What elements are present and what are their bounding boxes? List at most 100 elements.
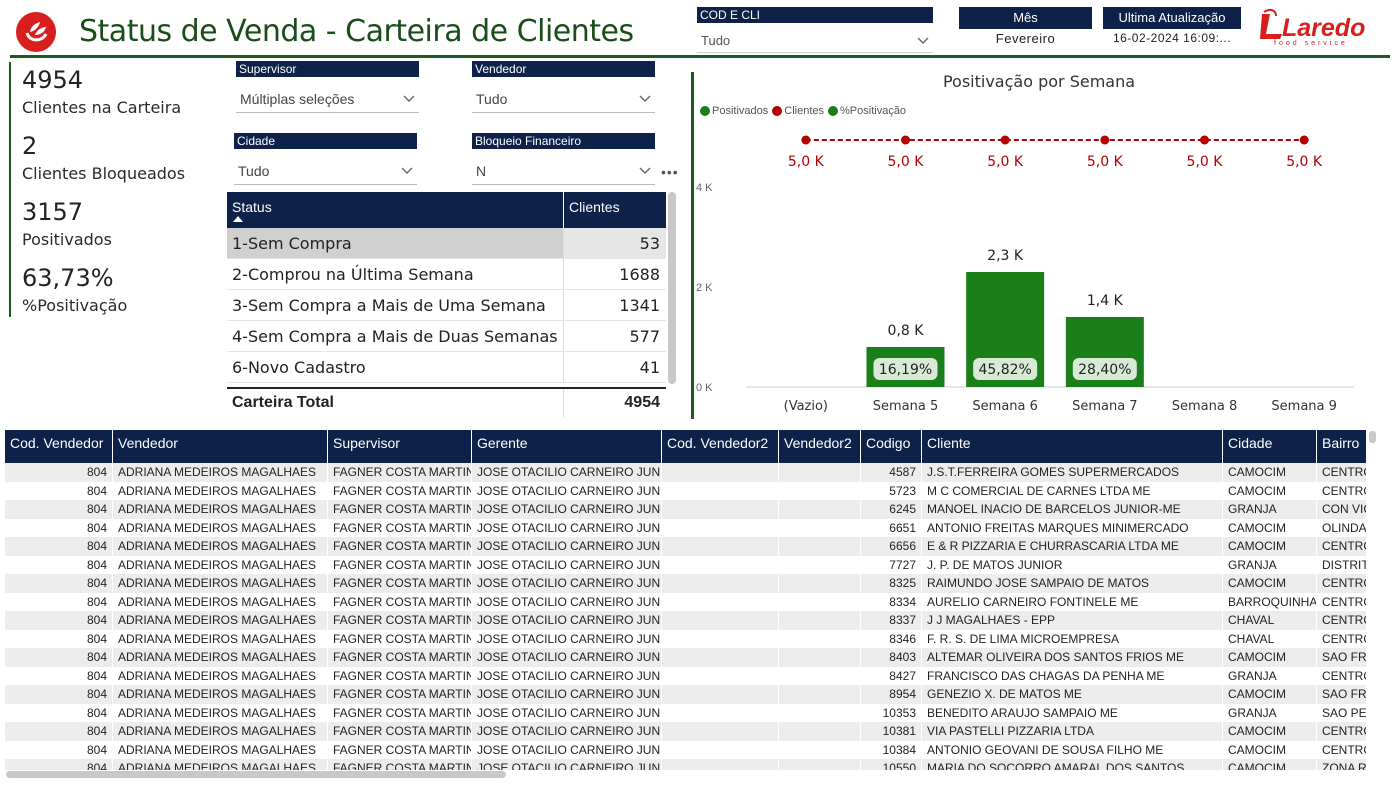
- table-row[interactable]: 804 ADRIANA MEDEIROS MAGALHAES FAGNER COST…: [5, 500, 1367, 519]
- grid-vertical-scrollbar[interactable]: [1369, 431, 1376, 443]
- supervisor-filter[interactable]: Supervisor Múltiplas seleções: [236, 61, 419, 113]
- status-row[interactable]: 3-Sem Compra a Mais de Uma Semana 1341: [227, 290, 666, 321]
- more-options-icon[interactable]: •••: [661, 164, 679, 180]
- grid-cell: [779, 703, 861, 722]
- table-row[interactable]: 804 ADRIANA MEDEIROS MAGALHAES FAGNER COST…: [5, 722, 1367, 741]
- legend-dot: [828, 106, 839, 116]
- cidade-dropdown[interactable]: Tudo: [234, 157, 417, 185]
- legend-positivados[interactable]: Positivados: [700, 105, 768, 117]
- supervisor-dropdown[interactable]: Múltiplas seleções: [236, 85, 419, 113]
- grid-cell: CAMOCIM: [1223, 740, 1317, 759]
- grid-cell: [779, 481, 861, 500]
- cidade-value: Tudo: [238, 162, 270, 179]
- grid-cell: JOSE OTACILIO CARNEIRO JUNIOR: [472, 481, 662, 500]
- grid-cell: 804: [5, 722, 113, 741]
- grid-body: 804 ADRIANA MEDEIROS MAGALHAES FAGNER COST…: [5, 463, 1367, 770]
- table-row[interactable]: 804 ADRIANA MEDEIROS MAGALHAES FAGNER COST…: [5, 666, 1367, 685]
- grid-cell: ANTONIO FREITAS MARQUES MINIMERCADO: [922, 518, 1223, 537]
- grid-cell: CENTRO: [1317, 537, 1367, 556]
- status-row[interactable]: 4-Sem Compra a Mais de Duas Semanas 577: [227, 321, 666, 352]
- table-row[interactable]: 804 ADRIANA MEDEIROS MAGALHAES FAGNER COST…: [5, 537, 1367, 556]
- grid-cell: ANTONIO GEOVANI DE SOUSA FILHO ME: [922, 740, 1223, 759]
- legend-clientes[interactable]: Clientes: [772, 105, 824, 117]
- kpi-label: %Positivação: [22, 296, 128, 315]
- grid-column-header[interactable]: Vendedor2: [779, 430, 861, 463]
- clientes-point: [1100, 135, 1110, 145]
- clientes-cell: 41: [639, 358, 660, 377]
- grid-cell: SAO FRA: [1317, 685, 1367, 704]
- bloqueio-filter[interactable]: Bloqueio Financeiro N: [472, 133, 655, 185]
- positivacao-badge: [1072, 358, 1137, 380]
- status-table-scrollbar[interactable]: [668, 192, 676, 384]
- cod-cli-slicer[interactable]: COD E CLI Tudo: [697, 7, 933, 53]
- positivacao-badge: [973, 358, 1038, 380]
- table-row[interactable]: 804 ADRIANA MEDEIROS MAGALHAES FAGNER COST…: [5, 685, 1367, 704]
- clientes-column-header[interactable]: Clientes: [569, 199, 620, 215]
- table-row[interactable]: 804 ADRIANA MEDEIROS MAGALHAES FAGNER COST…: [5, 703, 1367, 722]
- x-category-label: Semana 5: [873, 399, 939, 414]
- vendedor-filter[interactable]: Vendedor Tudo: [472, 61, 655, 113]
- grid-cell: JOSE OTACILIO CARNEIRO JUNIOR: [472, 629, 662, 648]
- legend-label: Clientes: [784, 105, 825, 117]
- grid-cell: SAO PED: [1317, 703, 1367, 722]
- kpi-accent-bar: [9, 62, 11, 317]
- table-row[interactable]: 804 ADRIANA MEDEIROS MAGALHAES FAGNER COST…: [5, 574, 1367, 593]
- grid-cell: 8954: [861, 685, 922, 704]
- table-row[interactable]: 804 ADRIANA MEDEIROS MAGALHAES FAGNER COST…: [5, 759, 1367, 770]
- grid-column-header[interactable]: Supervisor: [328, 430, 472, 463]
- table-row[interactable]: 804 ADRIANA MEDEIROS MAGALHAES FAGNER COST…: [5, 463, 1367, 482]
- grid-column-header[interactable]: Codigo: [861, 430, 922, 463]
- table-row[interactable]: 804 ADRIANA MEDEIROS MAGALHAES FAGNER COST…: [5, 555, 1367, 574]
- legend-label: %Positivação: [840, 105, 907, 117]
- grid-cell: 7727: [861, 555, 922, 574]
- table-row[interactable]: 804 ADRIANA MEDEIROS MAGALHAES FAGNER COST…: [5, 740, 1367, 759]
- x-category-label: Semana 7: [1072, 399, 1138, 414]
- grid-cell: [779, 537, 861, 556]
- status-row[interactable]: 2-Comprou na Última Semana 1688: [227, 259, 666, 290]
- grid-column-header[interactable]: Cod. Vendedor: [5, 430, 113, 463]
- grid-cell: JOSE OTACILIO CARNEIRO JUNIOR: [472, 518, 662, 537]
- status-row[interactable]: 1-Sem Compra 53: [227, 228, 666, 259]
- grid-column-header[interactable]: Cod. Vendedor2: [662, 430, 779, 463]
- grid-cell: ADRIANA MEDEIROS MAGALHAES: [113, 518, 328, 537]
- cod-cli-dropdown[interactable]: Tudo: [697, 29, 933, 53]
- table-row[interactable]: 804 ADRIANA MEDEIROS MAGALHAES FAGNER COST…: [5, 611, 1367, 630]
- table-row[interactable]: 804 ADRIANA MEDEIROS MAGALHAES FAGNER COST…: [5, 518, 1367, 537]
- grid-cell: CENTRO: [1317, 629, 1367, 648]
- clientes-cell: 577: [629, 327, 660, 346]
- grid-column-header[interactable]: Cliente: [922, 430, 1223, 463]
- grid-cell: FRANCISCO DAS CHAGAS DA PENHA ME: [922, 666, 1223, 685]
- bloqueio-label: Bloqueio Financeiro: [472, 133, 655, 149]
- month-card-value: Fevereiro: [995, 31, 1056, 46]
- grid-cell: ADRIANA MEDEIROS MAGALHAES: [113, 500, 328, 519]
- grid-column-header[interactable]: Bairro: [1317, 430, 1367, 463]
- grid-cell: [779, 629, 861, 648]
- grid-column-header[interactable]: Cidade: [1223, 430, 1317, 463]
- grid-cell: ADRIANA MEDEIROS MAGALHAES: [113, 648, 328, 667]
- vendedor-dropdown[interactable]: Tudo: [472, 85, 655, 113]
- total-label: Carteira Total: [227, 389, 564, 417]
- status-cell: 3-Sem Compra a Mais de Uma Semana: [227, 290, 564, 320]
- bloqueio-dropdown[interactable]: N: [472, 157, 655, 185]
- grid-column-header[interactable]: Vendedor: [113, 430, 328, 463]
- grid-horizontal-scrollbar[interactable]: [6, 771, 506, 778]
- grid-cell: 804: [5, 611, 113, 630]
- table-row[interactable]: 804 ADRIANA MEDEIROS MAGALHAES FAGNER COST…: [5, 629, 1367, 648]
- chevron-down-icon: [403, 95, 415, 102]
- grid-cell: 804: [5, 555, 113, 574]
- legend-positivacao[interactable]: %Positivação: [828, 105, 906, 117]
- table-row[interactable]: 804 ADRIANA MEDEIROS MAGALHAES FAGNER COST…: [5, 481, 1367, 500]
- cidade-filter[interactable]: Cidade Tudo: [234, 133, 417, 185]
- status-row[interactable]: 6-Novo Cadastro 41: [227, 352, 666, 383]
- grid-column-header[interactable]: Gerente: [472, 430, 662, 463]
- grid-cell: FAGNER COSTA MARTINS: [328, 574, 472, 593]
- grid-cell: [662, 463, 779, 482]
- grid-cell: FAGNER COSTA MARTINS: [328, 685, 472, 704]
- grid-cell: M C COMERCIAL DE CARNES LTDA ME: [922, 481, 1223, 500]
- brand-tagline: food service: [1274, 40, 1348, 47]
- grid-cell: J J MAGALHAES - EPP: [922, 611, 1223, 630]
- table-row[interactable]: 804 ADRIANA MEDEIROS MAGALHAES FAGNER COST…: [5, 592, 1367, 611]
- chevron-down-icon: [639, 167, 651, 174]
- table-row[interactable]: 804 ADRIANA MEDEIROS MAGALHAES FAGNER COST…: [5, 648, 1367, 667]
- status-column-header[interactable]: Status: [227, 192, 564, 228]
